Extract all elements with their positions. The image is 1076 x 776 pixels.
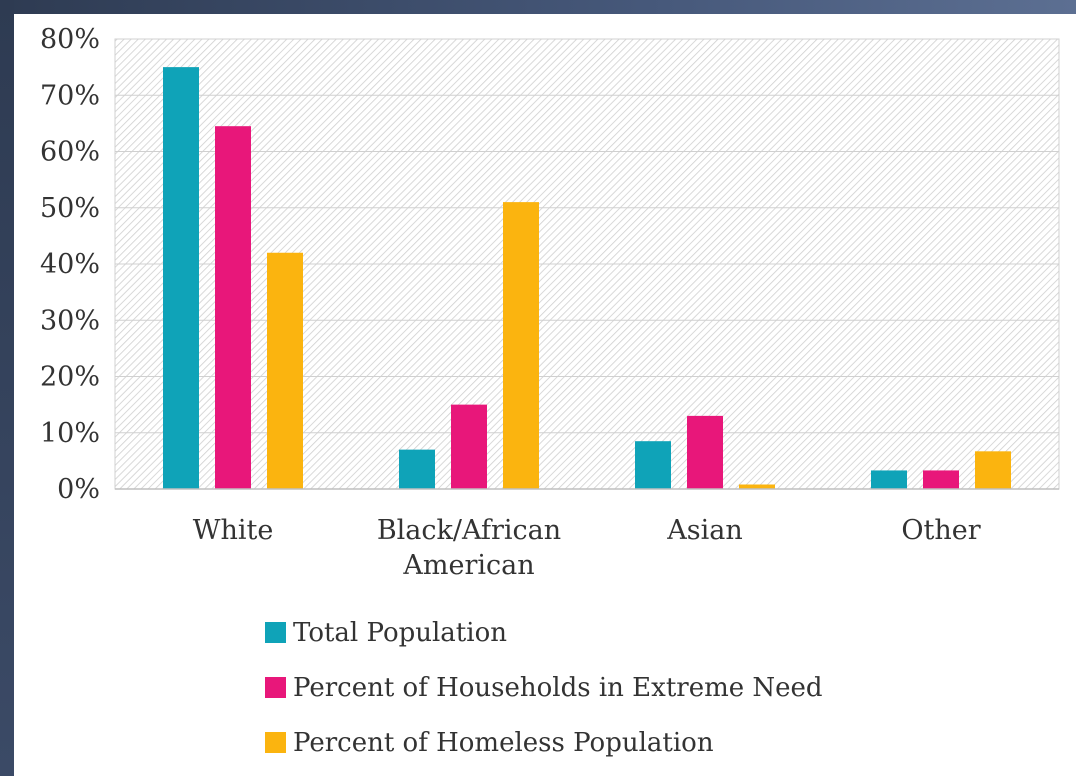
x-tick-label-line: Black/African <box>377 515 561 546</box>
bar <box>503 202 539 489</box>
y-tick-label: 10% <box>40 418 100 449</box>
bar <box>635 441 671 489</box>
legend-label: Percent of Homeless Population <box>293 728 714 758</box>
x-tick-label: Asian <box>666 515 742 546</box>
legend-swatch <box>265 732 286 753</box>
bar <box>267 252 303 489</box>
x-tick-label-line: White <box>193 515 274 546</box>
x-axis: White Black/African American Asian Other <box>193 515 981 581</box>
y-tick-label: 30% <box>40 305 100 336</box>
legend-swatch <box>265 622 286 643</box>
y-axis: 0% 10% 20% 30% 40% 50% 60% 70% 80% <box>40 24 100 505</box>
bar <box>739 484 775 489</box>
y-tick-label: 80% <box>40 24 100 55</box>
bar <box>399 449 435 489</box>
x-tick-label: Other <box>901 515 980 546</box>
bar <box>687 415 723 489</box>
legend-swatch <box>265 677 286 698</box>
legend-label: Percent of Households in Extreme Need <box>293 673 823 703</box>
bar <box>163 67 199 489</box>
y-tick-label: 40% <box>40 249 100 280</box>
y-tick-label: 70% <box>40 80 100 111</box>
x-tick-label-line: Other <box>901 515 980 546</box>
legend-label: Total Population <box>293 618 507 648</box>
slide-top-border <box>0 0 1076 14</box>
y-tick-label: 0% <box>57 474 100 505</box>
x-tick-label-line: American <box>402 550 534 581</box>
bar <box>923 470 959 489</box>
x-tick-label-line: Asian <box>666 515 742 546</box>
x-tick-label: Black/African American <box>377 515 561 581</box>
legend: Total Population Percent of Households in… <box>265 618 823 758</box>
x-tick-label: White <box>193 515 274 546</box>
y-tick-label: 20% <box>40 362 100 393</box>
bars <box>115 67 1059 490</box>
bar <box>451 404 487 489</box>
bar <box>871 470 907 489</box>
y-tick-label: 50% <box>40 193 100 224</box>
y-tick-label: 60% <box>40 137 100 168</box>
bar <box>215 126 251 489</box>
slide-left-border <box>0 0 14 776</box>
bar <box>975 451 1011 489</box>
